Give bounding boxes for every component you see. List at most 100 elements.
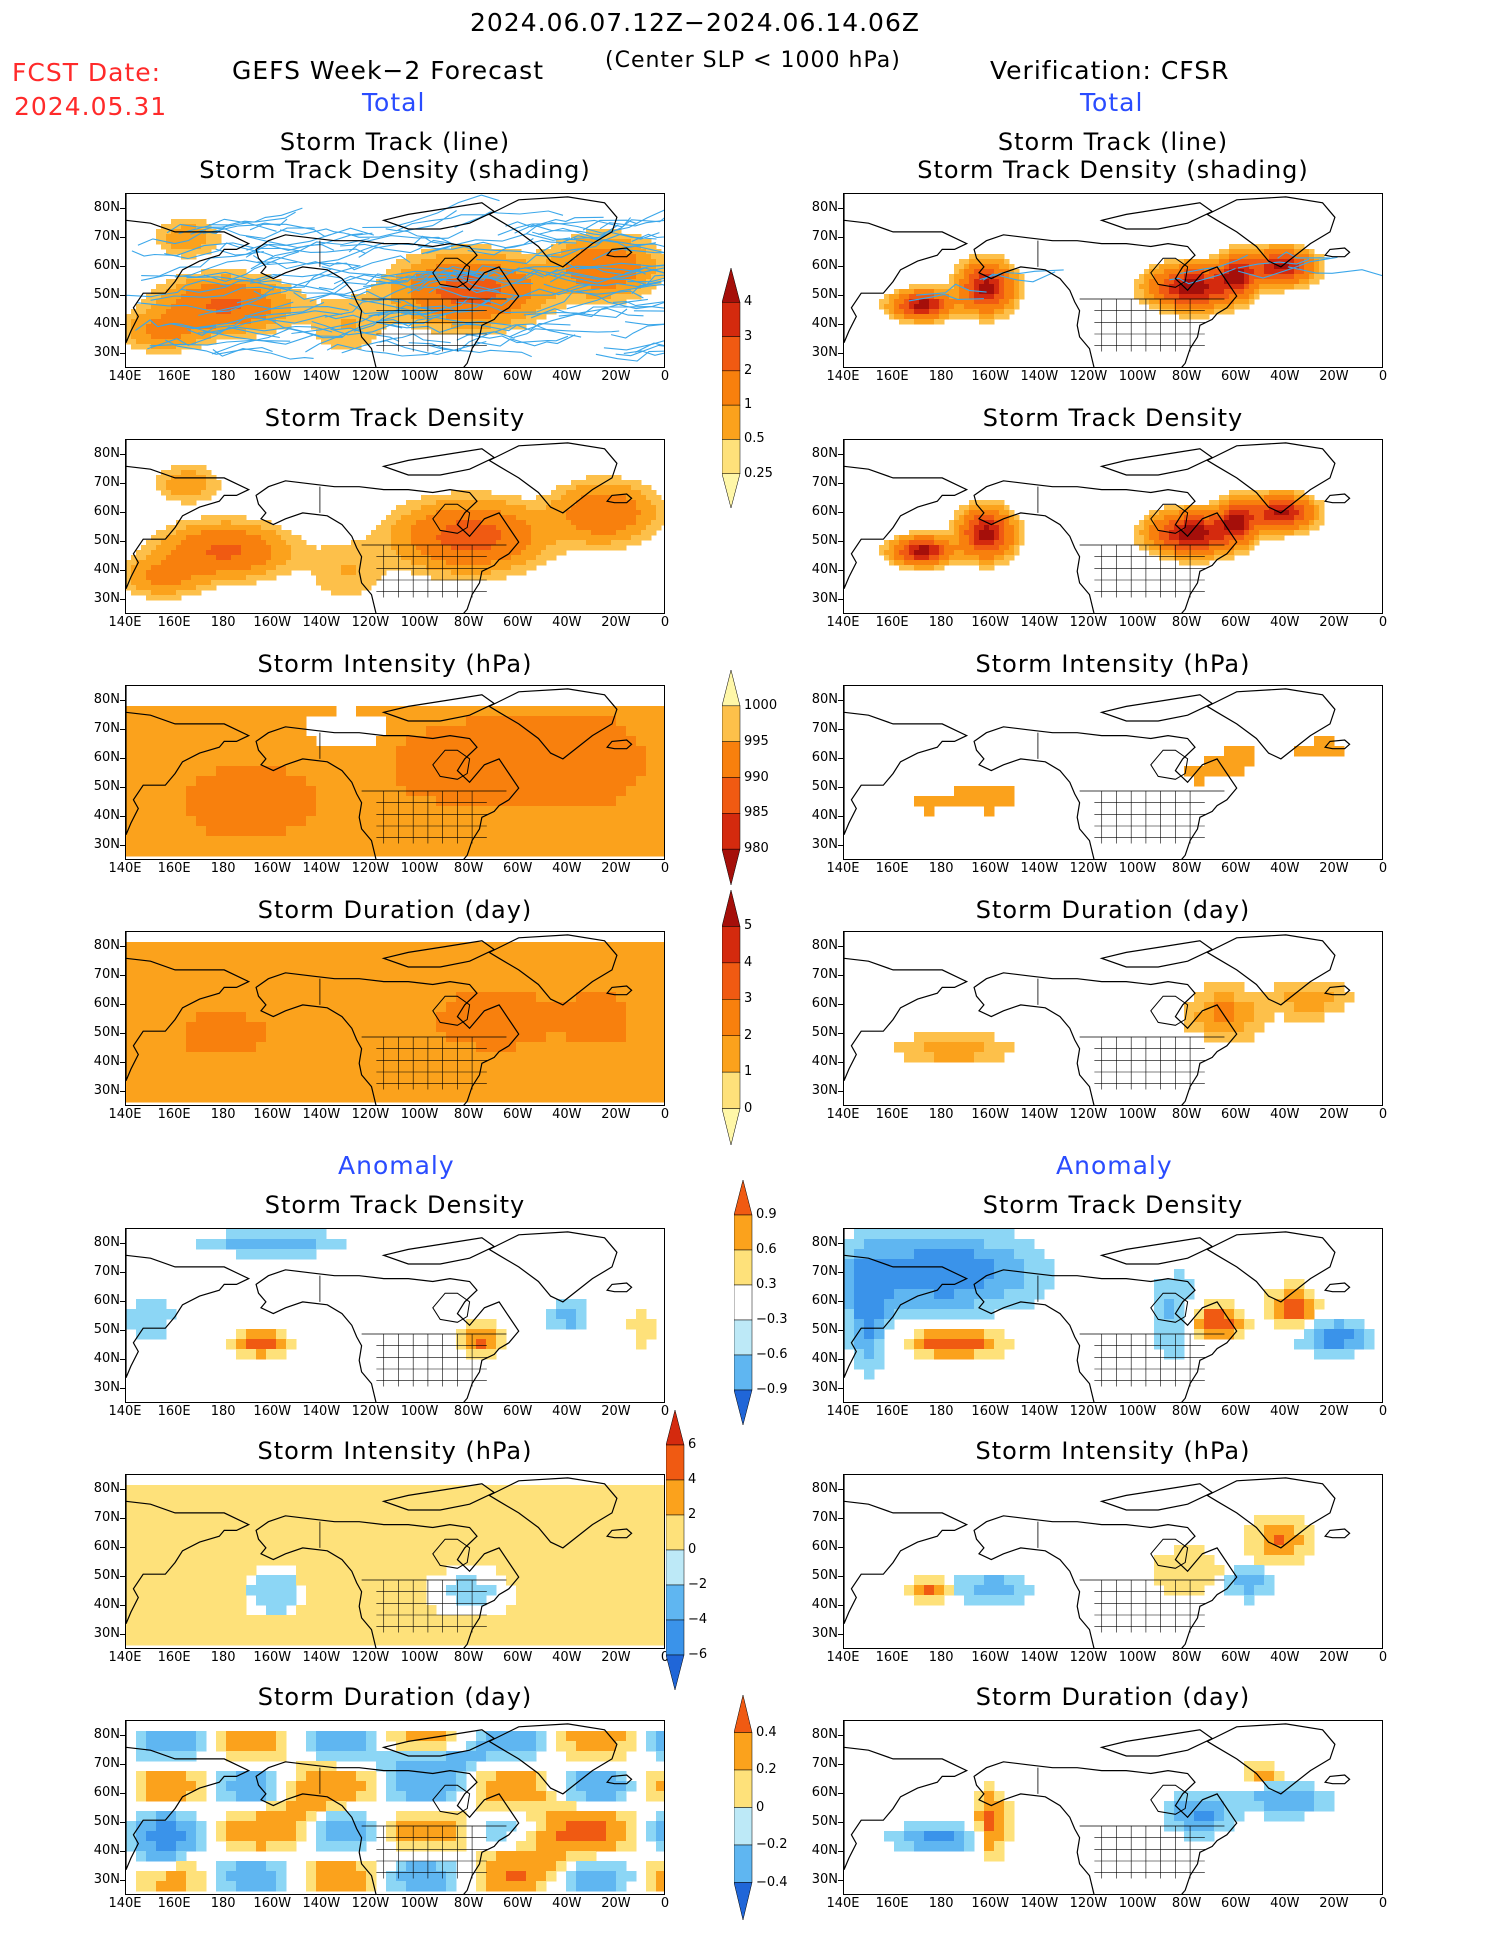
lon-tick-label: 40W xyxy=(542,1650,592,1665)
lon-tick-label: 140E xyxy=(818,1650,868,1665)
map-canvas xyxy=(126,932,665,1106)
lon-tick-label: 140E xyxy=(100,1107,150,1122)
lon-tick-label: 80W xyxy=(1162,1404,1212,1419)
lon-tick-label: 140W xyxy=(296,615,346,630)
colorbar-label: −0.4 xyxy=(756,1875,788,1890)
lon-tick-label: 60W xyxy=(1211,1896,1261,1911)
lon-tick-label: 60W xyxy=(1211,369,1261,384)
lon-tick-label: 20W xyxy=(1309,1107,1359,1122)
colorbar-label: −6 xyxy=(688,1647,707,1662)
lon-tick-label: 100W xyxy=(1113,1107,1163,1122)
panel-title: Storm Track Density xyxy=(843,404,1383,432)
lon-tick-label: 80W xyxy=(444,861,494,876)
map-canvas xyxy=(844,440,1383,614)
lon-tick-label: 140E xyxy=(818,615,868,630)
colorbar-duration-total xyxy=(722,870,782,1165)
lon-tick-label: 20W xyxy=(591,1650,641,1665)
lon-tick-label: 80W xyxy=(1162,369,1212,384)
lon-tick-label: 140W xyxy=(1014,1107,1064,1122)
lat-tick-label: 70N xyxy=(798,229,838,244)
lon-tick-label: 180 xyxy=(198,861,248,876)
lat-tick-label: 70N xyxy=(80,721,120,736)
lon-tick-label: 120W xyxy=(345,615,395,630)
fcst-date: 2024.05.31 xyxy=(14,92,167,121)
lat-tick-label: 40N xyxy=(798,1597,838,1612)
colorbar-label: 0.3 xyxy=(756,1277,777,1292)
lat-tick-label: 40N xyxy=(80,316,120,331)
map-panel-forecast xyxy=(125,1474,665,1649)
lon-tick-label: 0 xyxy=(1358,1404,1408,1419)
lat-tick-label: 80N xyxy=(80,1235,120,1250)
lon-tick-label: 80W xyxy=(1162,1896,1212,1911)
lon-tick-label: 40W xyxy=(542,1404,592,1419)
lat-tick-label: 80N xyxy=(80,1727,120,1742)
lon-tick-label: 180 xyxy=(198,615,248,630)
lon-tick-label: 20W xyxy=(591,861,641,876)
colorbar-label: 4 xyxy=(744,294,752,309)
lat-tick-label: 70N xyxy=(80,475,120,490)
colorbar-label: −0.2 xyxy=(756,1837,788,1852)
lon-tick-label: 120W xyxy=(345,861,395,876)
lon-tick-label: 40W xyxy=(1260,615,1310,630)
lon-tick-label: 140E xyxy=(100,369,150,384)
colorbar-label: 995 xyxy=(744,734,769,749)
lon-tick-label: 0 xyxy=(1358,861,1408,876)
lat-tick-label: 50N xyxy=(798,1322,838,1337)
lat-tick-label: 30N xyxy=(80,1626,120,1641)
lon-tick-label: 120W xyxy=(1063,1650,1113,1665)
lon-tick-label: 120W xyxy=(1063,861,1113,876)
panel-title: Storm Track Density xyxy=(843,1191,1383,1219)
lat-tick-label: 40N xyxy=(80,808,120,823)
lon-tick-label: 0 xyxy=(1358,369,1408,384)
lon-tick-label: 40W xyxy=(542,1107,592,1122)
lon-tick-label: 180 xyxy=(916,1650,966,1665)
lon-tick-label: 180 xyxy=(198,1896,248,1911)
lon-tick-label: 160W xyxy=(965,1650,1015,1665)
lon-tick-label: 160E xyxy=(867,1404,917,1419)
lon-tick-label: 80W xyxy=(444,615,494,630)
lon-tick-label: 60W xyxy=(1211,861,1261,876)
lat-tick-label: 70N xyxy=(80,1510,120,1525)
lon-tick-label: 100W xyxy=(1113,369,1163,384)
lon-tick-label: 160W xyxy=(247,861,297,876)
map-canvas xyxy=(844,1229,1383,1403)
lat-tick-label: 70N xyxy=(798,1756,838,1771)
lon-tick-label: 60W xyxy=(493,1896,543,1911)
lat-tick-label: 30N xyxy=(798,837,838,852)
lon-tick-label: 140W xyxy=(1014,861,1064,876)
lon-tick-label: 120W xyxy=(345,1107,395,1122)
lon-tick-label: 140E xyxy=(100,1404,150,1419)
lon-tick-label: 40W xyxy=(1260,1404,1310,1419)
panel-title: Storm Intensity (hPa) xyxy=(125,650,665,678)
lat-tick-label: 80N xyxy=(798,200,838,215)
lon-tick-label: 140W xyxy=(296,1896,346,1911)
map-canvas xyxy=(844,686,1383,860)
colorbar-density-anomaly xyxy=(734,1160,794,1445)
lat-tick-label: 50N xyxy=(80,287,120,302)
lat-tick-label: 40N xyxy=(798,1843,838,1858)
lon-tick-label: 20W xyxy=(1309,1404,1359,1419)
lon-tick-label: 20W xyxy=(1309,1896,1359,1911)
lon-tick-label: 140E xyxy=(818,1107,868,1122)
lon-tick-label: 160E xyxy=(149,861,199,876)
lon-tick-label: 100W xyxy=(1113,861,1163,876)
lon-tick-label: 140W xyxy=(1014,615,1064,630)
colorbar-label: 980 xyxy=(744,841,769,856)
colorbar-label: −0.9 xyxy=(756,1382,788,1397)
map-canvas xyxy=(126,1721,665,1895)
map-panel-verification xyxy=(843,685,1383,860)
lat-tick-label: 50N xyxy=(80,1568,120,1583)
lat-tick-label: 30N xyxy=(80,1872,120,1887)
map-canvas xyxy=(126,1229,665,1403)
lon-tick-label: 180 xyxy=(916,369,966,384)
lon-tick-label: 160W xyxy=(965,1404,1015,1419)
lat-tick-label: 30N xyxy=(798,1083,838,1098)
lon-tick-label: 140E xyxy=(818,861,868,876)
lon-tick-label: 140E xyxy=(818,369,868,384)
lat-tick-label: 60N xyxy=(798,750,838,765)
lon-tick-label: 100W xyxy=(395,861,445,876)
lon-tick-label: 120W xyxy=(1063,369,1113,384)
lat-tick-label: 30N xyxy=(798,345,838,360)
lon-tick-label: 20W xyxy=(1309,1650,1359,1665)
panel-title: Storm Track (line) xyxy=(843,128,1383,156)
